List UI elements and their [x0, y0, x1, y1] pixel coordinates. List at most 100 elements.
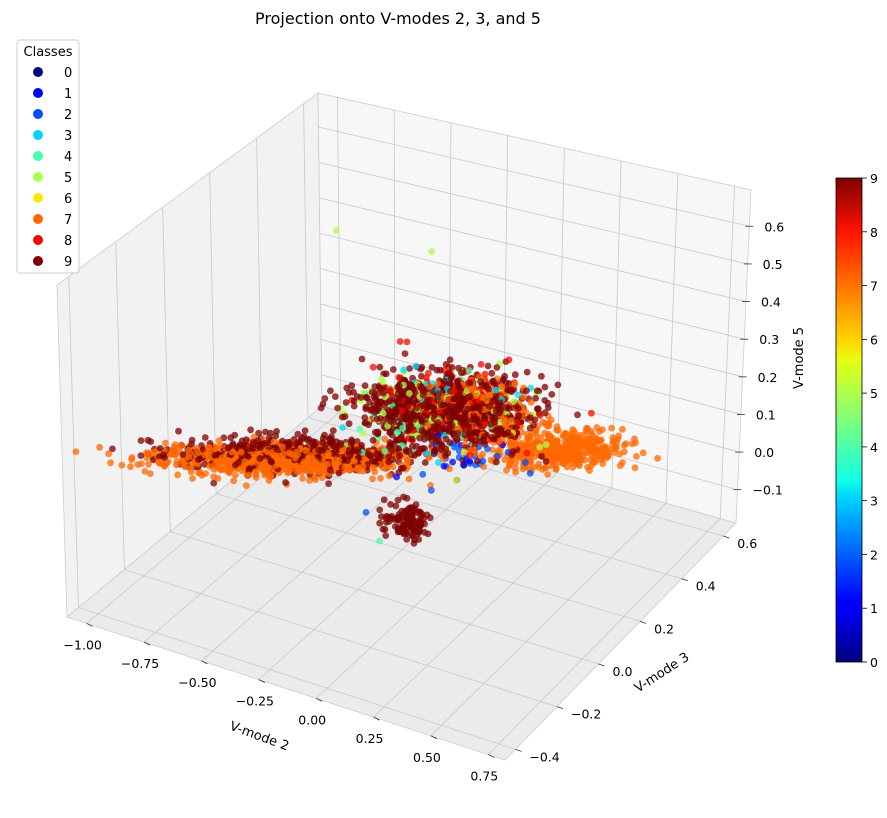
scatter-point — [430, 404, 438, 412]
scatter-point — [252, 469, 260, 476]
scatter-point — [267, 472, 275, 479]
scatter-point — [479, 457, 487, 465]
scatter-point — [541, 383, 549, 391]
scatter-point — [477, 378, 484, 386]
scatter-point — [413, 404, 421, 412]
scatter-point — [305, 435, 313, 443]
scatter-point — [533, 405, 541, 413]
scatter-point — [459, 395, 467, 403]
x-tick-label: 0.00 — [298, 712, 326, 727]
scatter-point — [510, 386, 518, 393]
scatter-point — [495, 430, 502, 438]
scatter-point — [479, 451, 486, 458]
colorbar-tick-label: 4 — [870, 440, 878, 455]
y-grid-line — [78, 607, 516, 750]
scatter-point — [265, 477, 273, 484]
scatter-point — [531, 416, 539, 424]
legend-label: 7 — [64, 213, 72, 228]
scatter-point — [477, 361, 485, 368]
scatter-point — [370, 464, 378, 472]
scatter-point — [362, 509, 370, 516]
scatter-point — [216, 442, 223, 450]
scatter-point — [408, 435, 416, 443]
scatter-point — [411, 451, 418, 459]
scatter-point — [359, 467, 367, 475]
scatter-point — [403, 459, 411, 467]
scatter-point — [334, 404, 341, 412]
scatter-point — [526, 469, 534, 477]
scatter-point — [452, 476, 460, 484]
z-grid-line — [320, 268, 743, 378]
scatter-point — [107, 459, 114, 467]
scatter-point — [332, 227, 340, 234]
scatter-point — [401, 518, 409, 526]
x-tick-label: −1.00 — [64, 637, 102, 652]
scatter-point — [187, 464, 195, 472]
scatter-point — [545, 434, 553, 442]
y-tick-label: −0.2 — [571, 707, 601, 722]
scatter-point — [574, 411, 581, 419]
scatter-point — [616, 462, 624, 470]
scatter-point — [351, 458, 358, 465]
scatter-point — [270, 438, 278, 446]
scatter-point — [325, 480, 332, 488]
scatter-point — [340, 457, 348, 464]
scatter-point — [622, 440, 630, 448]
scatter-point — [179, 451, 187, 458]
x-grid-line — [430, 502, 667, 737]
y-tick-mark — [515, 748, 522, 752]
legend-marker — [33, 193, 43, 203]
scatter-point — [376, 506, 384, 514]
scatter-point — [436, 366, 444, 374]
scatter-point — [368, 389, 376, 396]
scatter-point — [569, 426, 577, 434]
scatter-point — [489, 377, 497, 385]
scatter-point — [317, 467, 325, 475]
y-grid-line — [303, 103, 309, 418]
x-tick-mark — [143, 641, 151, 646]
scatter-point — [510, 398, 517, 405]
y-tick-label: 0.4 — [696, 579, 716, 594]
scatter-point — [561, 446, 569, 453]
scatter-point — [578, 456, 585, 464]
scatter-point — [421, 412, 428, 419]
x-tick-mark — [373, 716, 380, 721]
scatter-point — [552, 466, 560, 473]
scatter-point — [421, 459, 429, 466]
scatter-point — [448, 421, 456, 429]
scatter-point — [372, 406, 380, 414]
legend-label: 4 — [64, 150, 72, 165]
scatter-point — [542, 458, 550, 465]
scatter-point — [487, 456, 495, 464]
scatter-point — [522, 459, 529, 466]
scatter-point — [193, 448, 201, 456]
scatter-point — [486, 402, 493, 410]
scatter-point — [159, 451, 167, 458]
scatter-point — [185, 453, 193, 461]
legend-label: 0 — [64, 66, 72, 81]
colorbar-tick-label: 6 — [870, 332, 878, 347]
scatter-point — [398, 407, 406, 415]
scatter-point — [435, 459, 442, 466]
scatter-point — [232, 461, 239, 469]
legend-marker — [33, 109, 43, 119]
scatter-point — [444, 449, 452, 457]
x-grid-line — [337, 97, 342, 412]
scatter-point — [249, 439, 257, 446]
scatter-point — [563, 463, 571, 471]
scatter-point — [446, 356, 454, 364]
x-tick-label: −0.25 — [236, 694, 274, 709]
scatter-point — [486, 391, 494, 398]
scatter-point — [118, 461, 126, 469]
scatter-point — [447, 375, 455, 382]
scatter-point — [170, 443, 178, 451]
scatter-point — [399, 424, 407, 432]
scatter-point — [385, 453, 393, 461]
scatter-point — [507, 417, 515, 424]
scatter-point — [467, 385, 475, 393]
scatter-point — [594, 435, 601, 443]
scatter-point — [249, 444, 256, 452]
scatter-point — [315, 446, 323, 454]
scatter-point — [541, 397, 549, 404]
scatter-point — [252, 474, 260, 481]
